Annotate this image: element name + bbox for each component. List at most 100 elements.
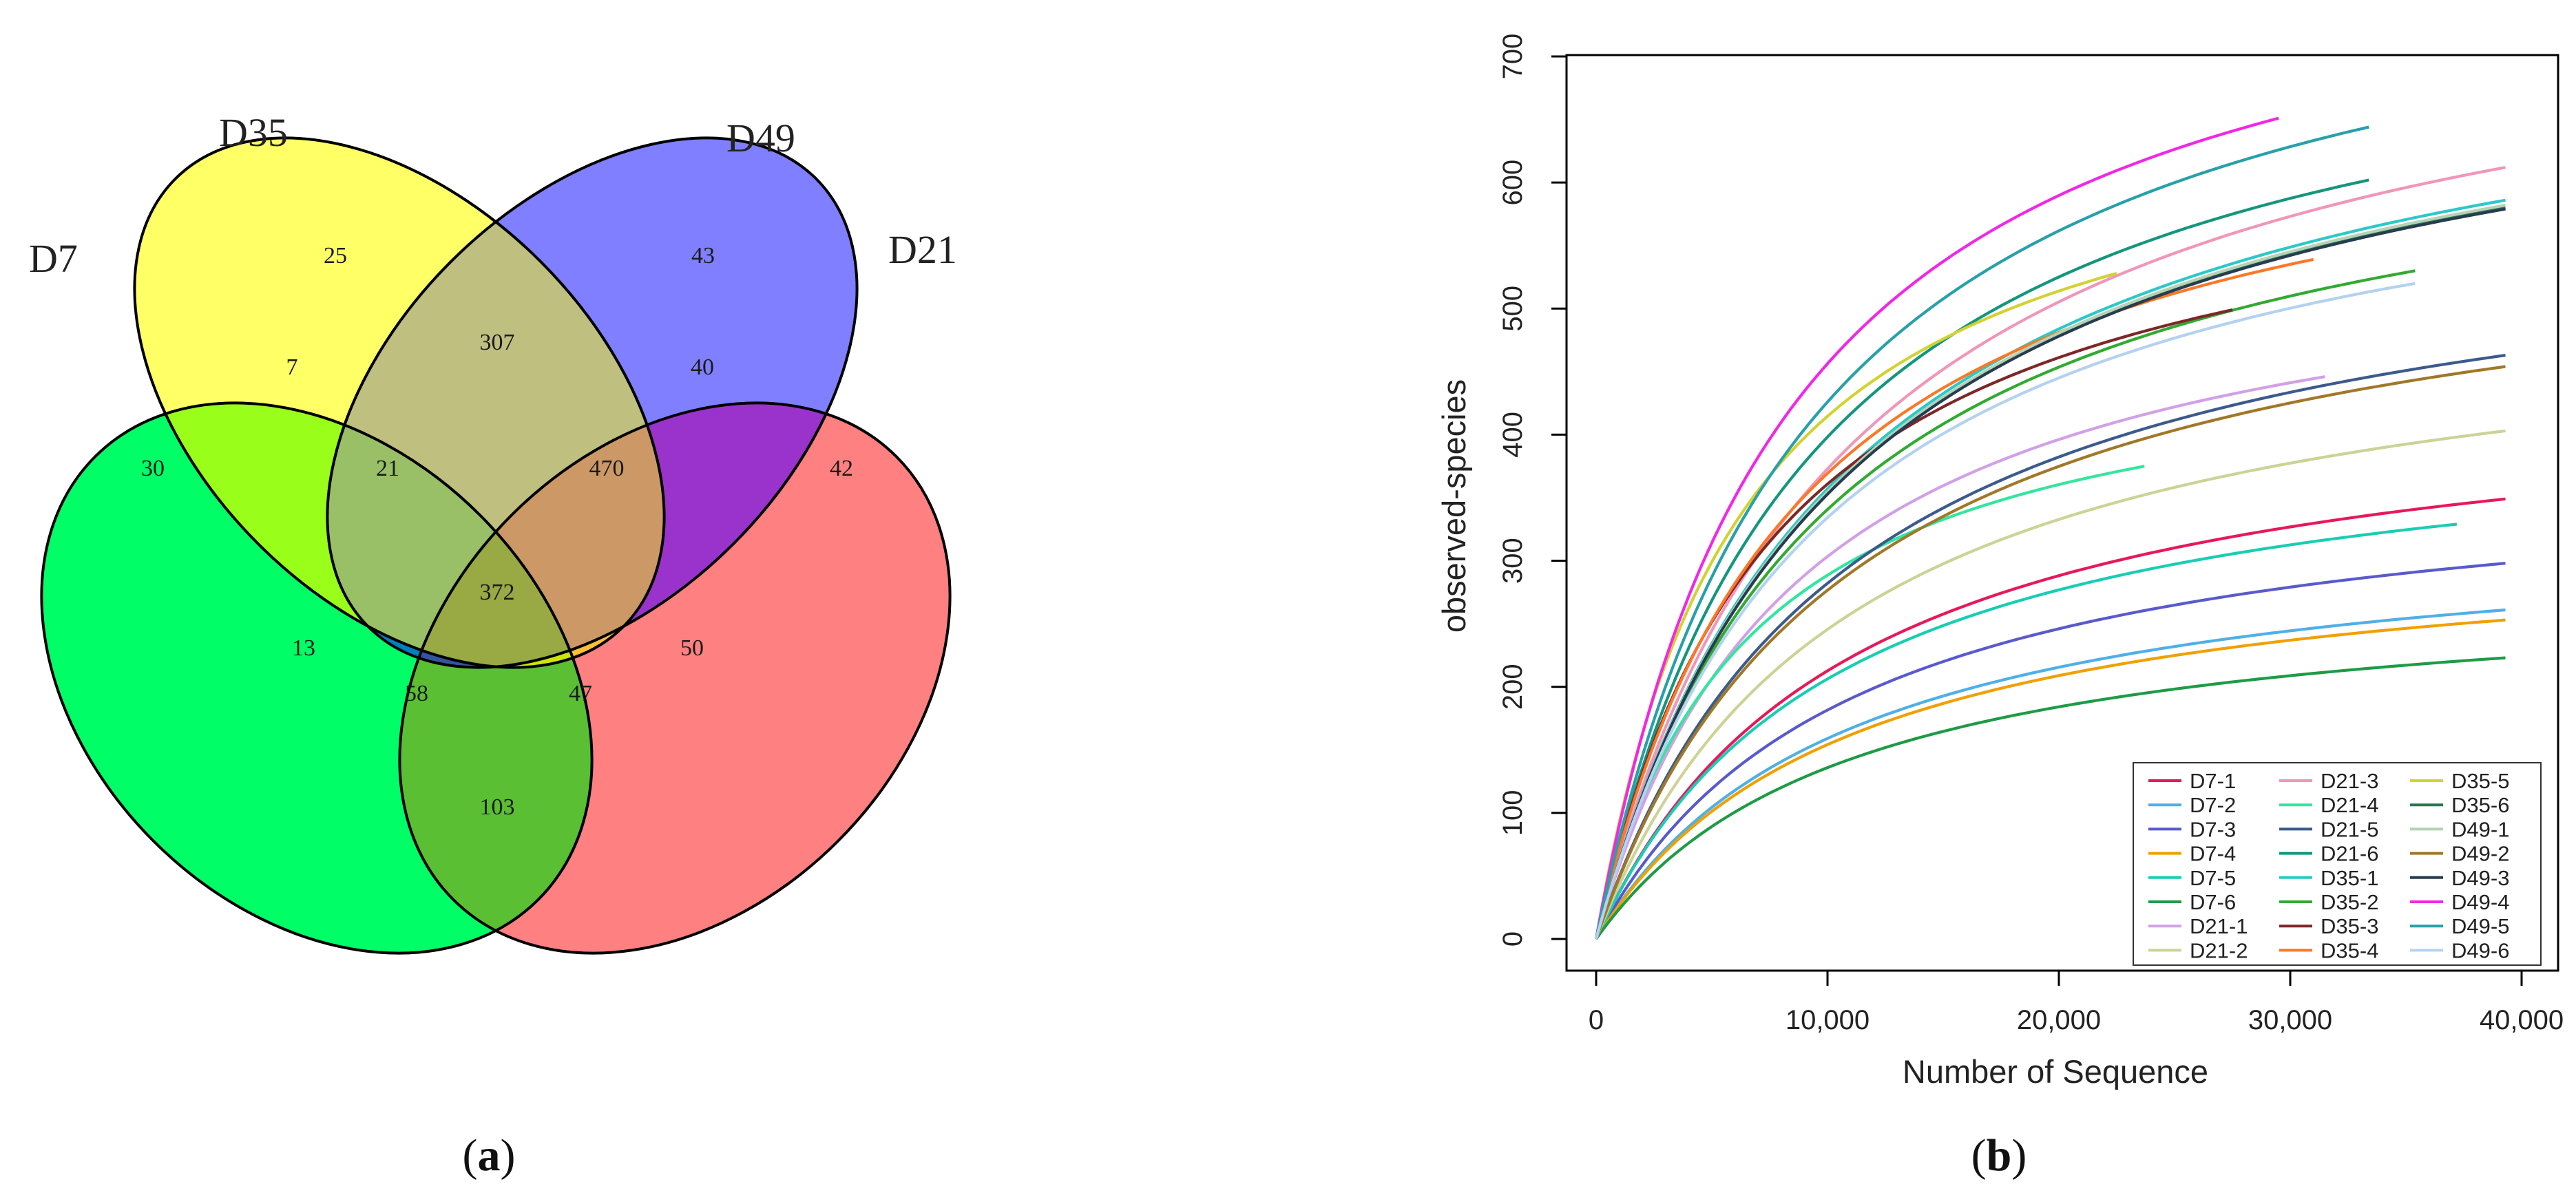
legend-item-D35-5: D35-5 (2410, 769, 2509, 793)
legend-label: D7-4 (2190, 842, 2236, 866)
legend-item-D7-3: D7-3 (2148, 817, 2236, 841)
y-tick-label: 100 (1498, 790, 1528, 836)
legend-item-D7-2: D7-2 (2148, 793, 2236, 817)
legend-label: D35-1 (2321, 866, 2378, 890)
legend-label: D49-1 (2451, 817, 2509, 841)
legend-box (2133, 762, 2542, 966)
x-axis: 0 10,000 20,000 30,000 40,000 (1589, 969, 2564, 1035)
legend-label: D35-5 (2451, 769, 2509, 793)
panel-label-a-letter: a (478, 1130, 501, 1181)
venn-count-d49-only: 43 (691, 243, 715, 268)
series-line-D7-6 (1595, 656, 2506, 940)
legend-label: D21-6 (2321, 842, 2378, 866)
series-line-D7-5 (1595, 522, 2458, 940)
legend-item-D49-6: D49-6 (2410, 938, 2509, 962)
venn-count-d7-d35-d49: 21 (376, 456, 399, 481)
panel-label-b: (b) (1971, 1130, 2027, 1181)
y-tick-label: 500 (1498, 286, 1528, 332)
venn-count-d35-only: 25 (324, 243, 347, 268)
series-line-D49-6 (1594, 282, 2416, 940)
x-tick-label: 0 (1589, 1005, 1604, 1035)
x-tick-label: 40,000 (2480, 1005, 2564, 1035)
legend-item-D35-2: D35-2 (2279, 890, 2378, 914)
legend-label: D49-4 (2451, 890, 2509, 914)
legend-item-D35-1: D35-1 (2279, 866, 2378, 890)
legend-label: D7-2 (2190, 793, 2236, 817)
venn-count-d7-d35-d21: 47 (569, 681, 592, 706)
legend-label: D21-4 (2321, 793, 2378, 817)
legend-item-D7-5: D7-5 (2148, 866, 2236, 890)
chart-series-lines (1594, 116, 2506, 940)
series-line-D49-4 (1594, 116, 2279, 940)
venn-count-d7-d35: 7 (286, 355, 298, 380)
y-tick-label: 400 (1498, 412, 1528, 458)
series-line-D21-4 (1594, 465, 2145, 940)
series-line-D49-2 (1595, 365, 2506, 940)
panel-label-a: (a) (463, 1130, 516, 1181)
legend-item-D35-4: D35-4 (2279, 938, 2378, 962)
venn-diagram: 30 25 43 42 7 307 40 21 470 372 13 58 47 50 103 D7 D35… (0, 36, 1061, 1064)
series-line-D21-6 (1594, 178, 2369, 940)
y-tick-label: 300 (1498, 538, 1528, 584)
venn-count-d7-d49-d21: 58 (405, 681, 428, 706)
legend-label: D21-5 (2321, 817, 2378, 841)
legend-item-D49-2: D49-2 (2410, 842, 2509, 866)
legend-item-D21-3: D21-3 (2279, 769, 2378, 793)
series-line-D7-4 (1595, 618, 2506, 940)
legend-label: D21-1 (2190, 914, 2248, 938)
legend-label: D35-4 (2321, 938, 2378, 962)
chart-legend: D7-1D7-2D7-3D7-4D7-5D7-6D21-1D21-2D21-3D… (2133, 762, 2542, 966)
venn-count-d7-d49: 13 (292, 635, 315, 661)
set-label-d21: D21 (888, 227, 957, 272)
series-line-D49-5 (1594, 125, 2369, 940)
legend-item-D21-5: D21-5 (2279, 817, 2378, 841)
series-line-D7-2 (1595, 608, 2506, 940)
x-tick-label: 10,000 (1786, 1005, 1870, 1035)
series-line-D7-3 (1595, 562, 2506, 940)
legend-label: D35-3 (2321, 914, 2378, 938)
y-tick-label: 0 (1498, 931, 1528, 947)
legend-label: D7-6 (2190, 890, 2236, 914)
rarefaction-chart: 0 10,000 20,000 30,000 40,000 0 100 200 300 400 5… (1436, 34, 2564, 1090)
y-tick-label: 700 (1498, 34, 1528, 80)
legend-item-D7-4: D7-4 (2148, 842, 2236, 866)
x-tick-label: 20,000 (2017, 1005, 2101, 1035)
y-axis-label: observed-species (1436, 379, 1472, 633)
set-label-d35: D35 (219, 110, 288, 155)
venn-count-d35-d49-d21: 470 (589, 456, 625, 481)
venn-count-all-four: 372 (480, 580, 515, 605)
legend-label: D7-3 (2190, 817, 2236, 841)
series-line-D21-3 (1594, 166, 2506, 940)
legend-item-D21-2: D21-2 (2148, 938, 2248, 962)
legend-item-D7-6: D7-6 (2148, 890, 2236, 914)
venn-count-d49-d21: 40 (691, 355, 714, 380)
y-tick-label: 200 (1498, 664, 1528, 710)
legend-label: D49-3 (2451, 866, 2509, 890)
legend-label: D7-5 (2190, 866, 2236, 890)
legend-label: D49-6 (2451, 938, 2509, 962)
series-line-D21-2 (1595, 429, 2506, 940)
venn-set-labels: D7 D35 D49 D21 (29, 110, 957, 281)
legend-item-D49-3: D49-3 (2410, 866, 2509, 890)
legend-item-D35-6: D35-6 (2410, 793, 2509, 817)
legend-label: D49-5 (2451, 914, 2509, 938)
venn-count-d35-d21: 50 (680, 635, 704, 661)
legend-label: D7-1 (2190, 769, 2236, 793)
legend-label: D21-2 (2190, 938, 2248, 962)
set-label-d7: D7 (29, 236, 78, 281)
venn-count-d35-d49: 307 (480, 330, 515, 355)
legend-label: D35-6 (2451, 793, 2509, 817)
legend-label: D21-3 (2321, 769, 2378, 793)
legend-item-D49-1: D49-1 (2410, 817, 2509, 841)
legend-item-D49-5: D49-5 (2410, 914, 2509, 938)
legend-item-D21-4: D21-4 (2279, 793, 2378, 817)
legend-label: D35-2 (2321, 890, 2378, 914)
venn-count-d7-only: 30 (141, 456, 165, 481)
y-axis: 0 100 200 300 400 500 600 700 (1498, 34, 1568, 947)
y-tick-label: 600 (1498, 160, 1528, 206)
legend-item-D21-1: D21-1 (2148, 914, 2248, 938)
legend-label: D49-2 (2451, 842, 2509, 866)
legend-item-D35-3: D35-3 (2279, 914, 2378, 938)
legend-item-D49-4: D49-4 (2410, 890, 2509, 914)
